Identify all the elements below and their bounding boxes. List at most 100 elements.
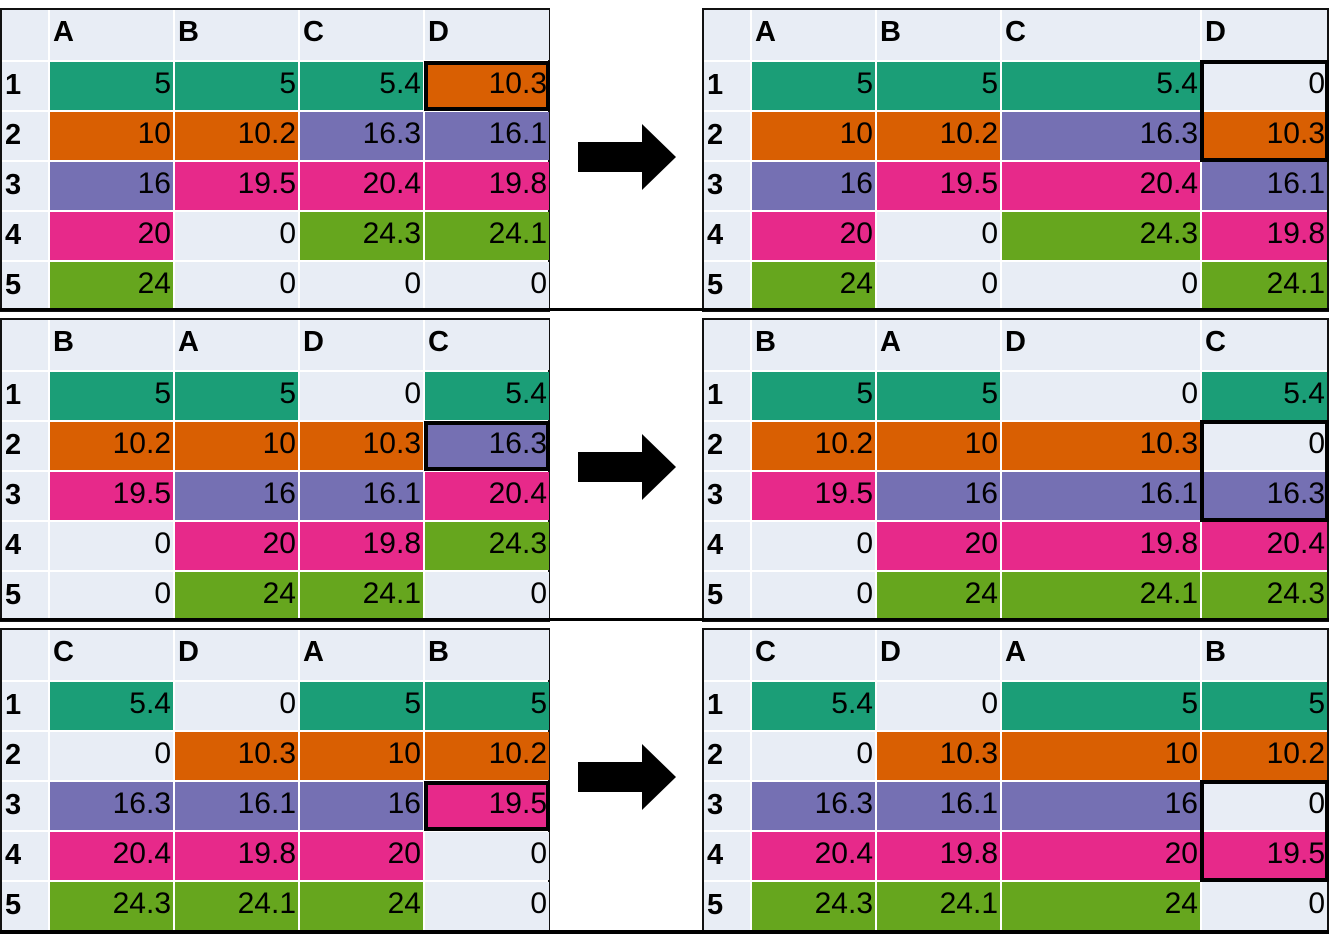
panel-divider xyxy=(0,618,1329,621)
column-header: D xyxy=(1002,320,1200,370)
value-cell: 24.1 xyxy=(877,882,1000,930)
value-cell: 20 xyxy=(877,522,1000,570)
value-cell: 24.1 xyxy=(1002,572,1200,620)
row-header: 4 xyxy=(2,832,48,880)
value-cell: 16.3 xyxy=(1202,472,1327,520)
value-cell: 10.3 xyxy=(424,61,550,111)
value-cell: 10.3 xyxy=(1002,422,1200,470)
value-cell: 24.3 xyxy=(300,212,423,260)
row-header: 5 xyxy=(704,572,750,620)
row-header: 1 xyxy=(2,372,48,420)
value-cell: 5 xyxy=(877,372,1000,420)
value-cell: 10.3 xyxy=(1202,112,1327,160)
before-table-2: B A D C 1 5 5 0 5.4 2 10.2 10 10.3 16.3 3 19.5 16 16.1 20.… xyxy=(0,318,550,622)
panel-divider xyxy=(0,930,1329,934)
value-cell: 24.3 xyxy=(50,882,173,930)
row-header: 2 xyxy=(2,112,48,160)
value-cell: 16.1 xyxy=(1002,472,1200,520)
value-cell: 0 xyxy=(1202,62,1327,110)
column-header: C xyxy=(50,630,173,680)
value-cell: 0 xyxy=(425,572,549,620)
panel-divider xyxy=(0,308,1329,311)
value-cell: 16 xyxy=(752,162,875,210)
value-cell: 10.2 xyxy=(50,422,173,470)
value-cell: 0 xyxy=(175,212,298,260)
row-header: 4 xyxy=(2,522,48,570)
value-cell: 19.8 xyxy=(425,162,549,210)
arrow-shape xyxy=(578,124,676,190)
right-arrow-icon xyxy=(578,744,676,810)
value-cell: 5 xyxy=(877,62,1000,110)
column-header: C xyxy=(1202,320,1327,370)
before-table-1: A B C D 1 5 5 5.4 10.3 2 10 10.2 16.3 16.1 3 16 19.5 20.4… xyxy=(0,8,550,312)
corner-cell xyxy=(2,630,48,680)
corner-cell xyxy=(704,320,750,370)
row-header: 5 xyxy=(2,572,48,620)
value-cell: 5 xyxy=(50,62,173,110)
value-cell: 10 xyxy=(1002,732,1200,780)
column-header: A xyxy=(50,10,173,60)
value-cell: 16.1 xyxy=(877,782,1000,830)
column-header: D xyxy=(175,630,298,680)
column-header: C xyxy=(425,320,549,370)
value-cell: 0 xyxy=(1002,262,1200,310)
value-cell: 10 xyxy=(300,732,423,780)
value-cell: 24.3 xyxy=(425,522,549,570)
column-header: B xyxy=(1202,630,1327,680)
after-table-1: A B C D 1 5 5 5.4 0 2 10 10.2 16.3 10.3 3 16 19.5 20.4 16.… xyxy=(702,8,1329,312)
value-cell: 0 xyxy=(425,832,549,880)
column-header: D xyxy=(877,630,1000,680)
column-header: B xyxy=(425,630,549,680)
value-cell: 0 xyxy=(1202,782,1327,830)
row-header: 3 xyxy=(704,472,750,520)
value-cell: 19.8 xyxy=(1202,212,1327,260)
row-header: 5 xyxy=(704,882,750,930)
row-header: 3 xyxy=(2,782,48,830)
value-cell: 16.3 xyxy=(752,782,875,830)
highlight-frame xyxy=(1200,420,1329,522)
column-header: C xyxy=(300,10,423,60)
value-cell: 5.4 xyxy=(1002,62,1200,110)
column-header: C xyxy=(1002,10,1200,60)
value-cell: 5.4 xyxy=(300,62,423,110)
value-cell: 24 xyxy=(877,572,1000,620)
row-header: 5 xyxy=(2,262,48,310)
highlight-frame xyxy=(1200,60,1329,162)
value-cell: 0 xyxy=(1202,882,1327,930)
value-cell: 20 xyxy=(300,832,423,880)
value-cell: 16.1 xyxy=(300,472,423,520)
value-cell: 20 xyxy=(50,212,173,260)
value-cell: 0 xyxy=(1202,422,1327,470)
value-cell: 0 xyxy=(752,522,875,570)
value-cell: 20.4 xyxy=(752,832,875,880)
value-cell: 20.4 xyxy=(50,832,173,880)
corner-cell xyxy=(2,320,48,370)
value-cell: 0 xyxy=(175,682,298,730)
right-arrow-icon xyxy=(578,124,676,190)
value-cell: 5 xyxy=(1002,682,1200,730)
row-header: 1 xyxy=(704,372,750,420)
value-cell: 0 xyxy=(300,372,423,420)
value-cell: 19.8 xyxy=(877,832,1000,880)
corner-cell xyxy=(2,10,48,60)
value-cell: 20 xyxy=(1002,832,1200,880)
value-cell: 0 xyxy=(425,262,549,310)
row-header: 3 xyxy=(2,162,48,210)
row-header: 2 xyxy=(704,732,750,780)
value-cell: 16.1 xyxy=(1202,162,1327,210)
value-cell: 5.4 xyxy=(1202,372,1327,420)
value-cell: 24 xyxy=(50,262,173,310)
value-cell: 24 xyxy=(1002,882,1200,930)
value-cell: 5 xyxy=(425,682,549,730)
row-header: 4 xyxy=(704,832,750,880)
value-cell: 0 xyxy=(877,262,1000,310)
row-header: 5 xyxy=(2,882,48,930)
value-cell: 5.4 xyxy=(50,682,173,730)
value-cell: 5 xyxy=(50,372,173,420)
value-cell: 5 xyxy=(175,372,298,420)
value-cell: 19.5 xyxy=(1202,832,1327,880)
value-cell: 5 xyxy=(300,682,423,730)
value-cell: 10.2 xyxy=(425,732,549,780)
value-cell: 10.2 xyxy=(877,112,1000,160)
value-cell: 16.3 xyxy=(1002,112,1200,160)
